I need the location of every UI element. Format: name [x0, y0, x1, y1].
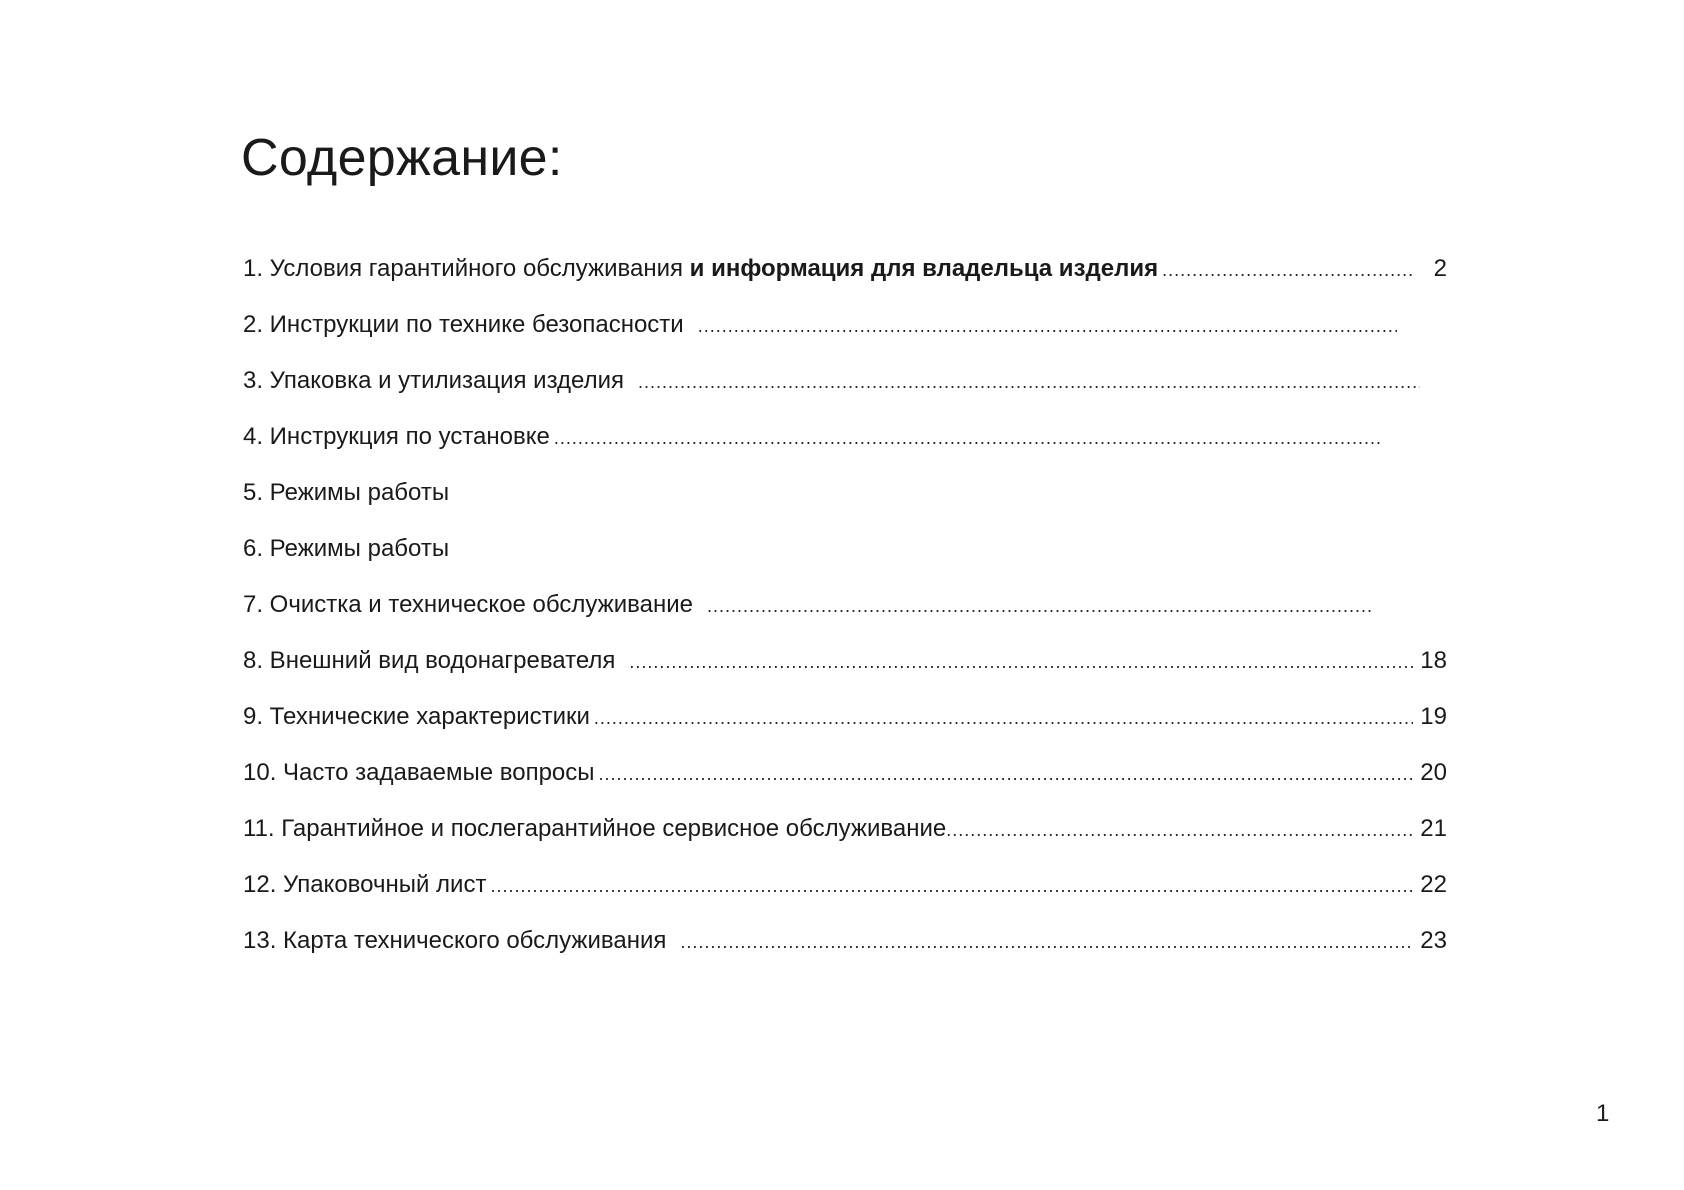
table-of-contents: 1. Условия гарантийного обслуживания и и… [243, 255, 1447, 983]
toc-entry[interactable]: 11. Гарантийное и послегарантийное серви… [243, 815, 1447, 871]
page-number: 1 [1596, 1100, 1610, 1127]
dot-leader [594, 708, 1413, 729]
toc-entry-page: 22 [1420, 871, 1447, 898]
dot-leader [1162, 260, 1413, 281]
toc-entry[interactable]: 5. Режимы работы [243, 479, 1447, 535]
toc-entry-page: 23 [1420, 927, 1447, 954]
dot-leader [490, 876, 1413, 897]
toc-entry-label: 5. Режимы работы [243, 479, 450, 506]
toc-entry-label: 10. Часто задаваемые вопросы [243, 759, 595, 786]
toc-entry-label: 9. Технические характеристики [243, 703, 590, 730]
dot-leader [680, 932, 1413, 953]
dot-leader [554, 428, 1381, 449]
toc-entry-label-bold: и информация для владельца изделия [689, 255, 1159, 282]
dot-leader [629, 652, 1413, 673]
dot-leader [698, 316, 1397, 337]
toc-entry-label: 13. Карта технического обслуживания [243, 927, 667, 954]
toc-entry[interactable]: 8. Внешний вид водонагревателя 18 [243, 647, 1447, 703]
toc-entry-label: 7. Очистка и техническое обслуживание [243, 591, 693, 618]
toc-entry-label: 8. Внешний вид водонагревателя [243, 647, 616, 674]
toc-entry[interactable]: 10. Часто задаваемые вопросы 20 [243, 759, 1447, 815]
toc-entry-label: 12. Упаковочный лист [243, 871, 487, 898]
toc-entry[interactable]: 6. Режимы работы [243, 535, 1447, 591]
toc-entry[interactable]: 12. Упаковочный лист 22 [243, 871, 1447, 927]
toc-entry[interactable]: 7. Очистка и техническое обслуживание [243, 591, 1377, 647]
toc-entry-page: 18 [1420, 647, 1447, 674]
toc-entry-label: 2. Инструкции по технике безопасности [243, 311, 684, 338]
toc-entry-page: 2 [1433, 255, 1447, 282]
toc-entry-page: 21 [1420, 815, 1447, 842]
toc-entry[interactable]: 2. Инструкции по технике безопасности [243, 311, 1401, 367]
toc-entry[interactable]: 1. Условия гарантийного обслуживания и и… [243, 255, 1447, 311]
toc-entry[interactable]: 9. Технические характеристики 19 [243, 703, 1447, 759]
page-title: Содержание: [241, 129, 563, 187]
toc-entry-label: 6. Режимы работы [243, 535, 450, 562]
toc-entry[interactable]: 3. Упаковка и утилизация изделия [243, 367, 1424, 423]
toc-entry-label: 1. Условия гарантийного обслуживания [243, 255, 683, 282]
toc-entry[interactable]: 13. Карта технического обслуживания 23 [243, 927, 1447, 983]
dot-leader [638, 372, 1420, 393]
dot-leader [599, 764, 1413, 785]
dot-leader [707, 596, 1373, 617]
dot-leader [946, 820, 1413, 841]
toc-entry-page: 19 [1420, 703, 1447, 730]
toc-entry-label: 11. Гарантийное и послегарантийное серви… [243, 815, 947, 842]
toc-entry-label: 4. Инструкция по установке [243, 423, 550, 450]
toc-entry[interactable]: 4. Инструкция по установке [243, 423, 1385, 479]
toc-entry-label: 3. Упаковка и утилизация изделия [243, 367, 624, 394]
toc-entry-page: 20 [1420, 759, 1447, 786]
